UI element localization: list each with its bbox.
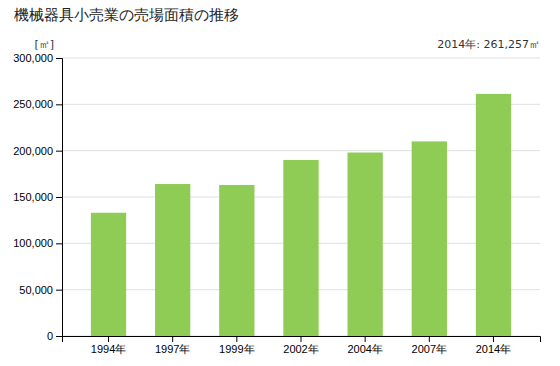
tick-label: 1999年 — [219, 343, 254, 355]
chart: 機械器具小売業の売場面積の推移 2014年: 261,257㎡ [㎡] 0 50,000… — [0, 0, 560, 366]
tick-mark — [56, 197, 62, 198]
tick-label: 2014年 — [476, 343, 511, 355]
tick-mark — [365, 336, 366, 342]
tick: 1999年 — [219, 336, 254, 355]
plot: 0 50,000 100,000 150,000 200,000 250,000 300,0… — [13, 52, 540, 355]
tick-mark — [56, 58, 62, 59]
tick-mark — [56, 290, 62, 291]
tick-label: 100,000 — [13, 237, 53, 249]
grid-line — [62, 150, 540, 151]
bars — [91, 94, 511, 336]
x-axis: 1994年 1997年 1999年 2002年 2004年 2007年 2014年 — [63, 336, 541, 355]
tick-mark — [301, 336, 302, 342]
bar — [283, 160, 318, 336]
tick-label: 1994年 — [91, 343, 126, 355]
bar — [476, 94, 511, 336]
tick-label: 300,000 — [13, 52, 53, 64]
tick: 2004年 — [347, 336, 382, 355]
tick-mark — [172, 336, 173, 342]
tick-label: 2007年 — [412, 343, 447, 355]
y-axis-label: [㎡] — [34, 38, 54, 51]
bar — [219, 185, 254, 336]
tick-label: 2004年 — [347, 343, 382, 355]
tick-label: 1997年 — [155, 343, 190, 355]
tick: 2002年 — [283, 336, 318, 355]
tick-mark — [236, 336, 237, 342]
tick-mark — [108, 336, 109, 342]
tick-mark — [56, 243, 62, 244]
tick: 50,000 — [19, 284, 62, 296]
grid — [62, 58, 540, 336]
bar — [412, 141, 447, 336]
axis-line — [63, 337, 541, 343]
bar — [155, 184, 190, 336]
annotation: 2014年: 261,257㎡ — [437, 38, 540, 51]
grid-line — [62, 58, 540, 59]
bar — [91, 213, 126, 336]
y-axis: 0 50,000 100,000 150,000 200,000 250,000 300,0… — [13, 52, 62, 342]
grid-line — [62, 104, 540, 105]
tick-mark — [429, 336, 430, 342]
tick: 150,000 — [13, 191, 62, 203]
tick: 0 — [47, 330, 62, 342]
tick-mark — [493, 336, 494, 342]
title: 機械器具小売業の売場面積の推移 — [14, 6, 239, 24]
bar — [348, 153, 383, 336]
tick-mark — [56, 336, 62, 337]
tick-label: 0 — [47, 330, 53, 342]
tick-label: 200,000 — [13, 145, 53, 157]
tick-label: 2002年 — [283, 343, 318, 355]
axis-line — [56, 59, 63, 337]
tick: 1997年 — [155, 336, 190, 355]
tick-label: 50,000 — [19, 284, 53, 296]
tick-mark — [56, 104, 62, 105]
tick: 250,000 — [13, 98, 62, 110]
tick: 2007年 — [412, 336, 447, 355]
tick: 1994年 — [91, 336, 126, 355]
tick-label: 150,000 — [13, 191, 53, 203]
tick-label: 250,000 — [13, 98, 53, 110]
tick: 2014年 — [476, 336, 511, 355]
tick-mark — [56, 151, 62, 152]
tick: 200,000 — [13, 145, 62, 157]
tick: 300,000 — [13, 52, 62, 64]
tick: 100,000 — [13, 237, 62, 249]
